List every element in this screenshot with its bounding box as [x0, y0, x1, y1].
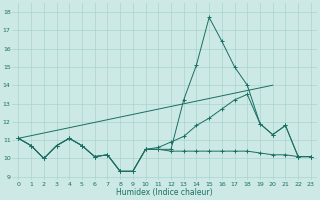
- X-axis label: Humidex (Indice chaleur): Humidex (Indice chaleur): [116, 188, 213, 197]
